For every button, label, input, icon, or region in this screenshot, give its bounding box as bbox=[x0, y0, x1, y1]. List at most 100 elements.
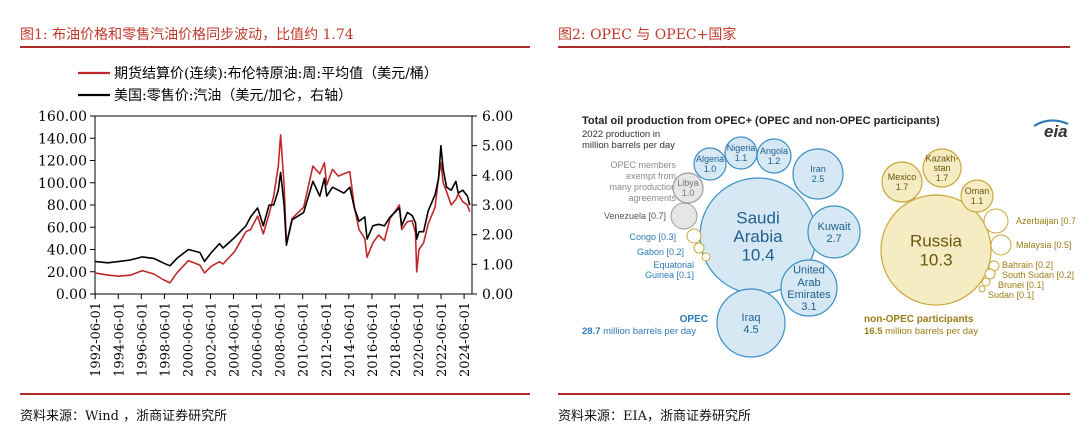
figure-1-title: 图1: 布油价格和零售汽油价格同步波动，比值约 1.74 bbox=[20, 27, 354, 43]
bubble-side-label: Gabon [0.2] bbox=[637, 247, 684, 257]
bubble-label: 1.7 bbox=[896, 182, 909, 192]
small-bubble bbox=[983, 208, 1009, 234]
exempt-note: OPEC members bbox=[610, 160, 676, 170]
x-axis-tick-label: 1994-06-01 bbox=[112, 302, 127, 377]
legend-gasoline-label: 美国:零售价:汽油（美元/加仑，右轴） bbox=[114, 88, 352, 104]
bubble-mexico bbox=[881, 161, 923, 203]
bubble-label: stan bbox=[933, 163, 950, 173]
x-axis-tick-label: 1996-06-01 bbox=[135, 302, 150, 377]
x-axis-tick-label: 2006-06-01 bbox=[251, 302, 266, 377]
x-axis-tick-label: 2008-06-01 bbox=[274, 302, 289, 377]
bubble-label: 1.0 bbox=[704, 164, 717, 174]
price-line-chart: 0.00 20.00 40.00 60.00 80.00 100.00 120.00 140.… bbox=[38, 65, 513, 377]
bubble-label: 1.0 bbox=[682, 188, 695, 198]
figure-1-bottom-rule bbox=[20, 393, 530, 395]
bubble-label: Oman bbox=[965, 186, 990, 196]
bubble-label: Saudi bbox=[736, 208, 779, 227]
figure-1-top-rule bbox=[20, 46, 530, 48]
x-axis-tick-label: 1998-06-01 bbox=[158, 302, 173, 377]
right-axis-tick-label: 3.00 bbox=[482, 198, 513, 214]
left-axis-tick-label: 160.00 bbox=[38, 109, 87, 125]
bubble-label: Arabia bbox=[733, 227, 783, 246]
non-opec-total-number: 16.5 bbox=[864, 326, 883, 337]
bubble-subtitle: million barrels per day bbox=[582, 140, 675, 151]
bubble-label: Kazakh- bbox=[925, 153, 958, 163]
x-axis-tick-label: 2010-06-01 bbox=[297, 302, 312, 377]
bubble-label: Iraq bbox=[742, 312, 761, 324]
bubble-side-label: Venezuela [0.7] bbox=[604, 211, 666, 221]
small-bubble bbox=[693, 242, 705, 254]
bubble-iraq bbox=[716, 288, 786, 358]
x-axis-tick-label: 1992-06-01 bbox=[89, 302, 104, 377]
bubble-label: 2.5 bbox=[812, 174, 825, 184]
non-opec-total-unit: million barrels per day bbox=[883, 326, 979, 337]
bubble-oman bbox=[960, 179, 994, 213]
x-axis-tick-label: 2024-06-01 bbox=[458, 302, 473, 377]
x-axis-tick-label: 2002-06-01 bbox=[204, 302, 219, 377]
right-axis-tick-label: 2.00 bbox=[482, 228, 513, 244]
bubble-kuwait bbox=[807, 205, 861, 259]
bubble-label: 10.4 bbox=[741, 246, 774, 265]
right-axis-tick-label: 0.00 bbox=[482, 287, 513, 303]
bubble-label: 4.5 bbox=[743, 324, 758, 336]
bubble-side-label: South Sudan [0.2] bbox=[1002, 270, 1074, 280]
bubble-label: 10.3 bbox=[919, 250, 952, 269]
bubble-label: 1.7 bbox=[936, 173, 949, 183]
bubble-side-label: Sudan [0.1] bbox=[988, 290, 1034, 300]
figure-1-panel: 图1: 布油价格和零售汽油价格同步波动，比值约 1.74 0.00 20.00 40… bbox=[20, 27, 530, 424]
bubble-label: 1.1 bbox=[735, 153, 748, 163]
bubble-label: Iran bbox=[810, 164, 826, 174]
left-axis-tick-label: 60.00 bbox=[47, 220, 87, 236]
eia-logo-swoosh bbox=[1033, 119, 1069, 127]
left-axis-tick-label: 100.00 bbox=[38, 176, 87, 192]
opec-total-unit: million barrels per day bbox=[601, 326, 697, 337]
brent-price-line bbox=[94, 134, 471, 284]
bubble-side-label: Azerbaijan [0.7] bbox=[1016, 216, 1076, 226]
bubble-side-label: Bahrain [0.2] bbox=[1002, 260, 1053, 270]
bubble-kazakh-stan bbox=[922, 148, 962, 188]
figure-2-title: 图2: OPEC 与 OPEC+国家 bbox=[558, 27, 737, 43]
legend-brent-label: 期货结算价(连续):布伦特原油:周:平均值（美元/桶） bbox=[114, 65, 438, 82]
figure-2-source: 资料来源：EIA，浙商证券研究所 bbox=[558, 409, 752, 424]
bubble-algeria bbox=[693, 147, 727, 181]
bubble-label: Algeria bbox=[696, 154, 724, 164]
x-axis-tick-label: 2000-06-01 bbox=[181, 302, 196, 377]
small-bubble bbox=[981, 277, 991, 287]
right-axis-tick-label: 4.00 bbox=[482, 168, 513, 184]
bubble-title: Total oil production from OPEC+ (OPEC an… bbox=[582, 115, 940, 127]
left-axis-tick-label: 0.00 bbox=[56, 287, 87, 303]
x-axis-tick-label: 2012-06-01 bbox=[320, 302, 335, 377]
small-bubble bbox=[978, 285, 986, 293]
bubble-label: Kuwait bbox=[817, 221, 850, 233]
bubble-label: Libya bbox=[677, 178, 699, 188]
x-axis-tick-label: 2022-06-01 bbox=[435, 302, 450, 377]
left-axis-tick-label: 80.00 bbox=[47, 198, 87, 214]
figure-2-panel: 图2: OPEC 与 OPEC+国家 Total oil production … bbox=[556, 0, 1080, 443]
x-axis-tick-label: 2020-06-01 bbox=[412, 302, 427, 377]
left-axis-tick-label: 140.00 bbox=[38, 131, 87, 147]
left-axis-tick-label: 40.00 bbox=[47, 243, 87, 259]
bubble-angola bbox=[756, 138, 792, 174]
bubble-label: Nigeria bbox=[727, 143, 756, 153]
bubble-side-label: Brunei [0.1] bbox=[998, 280, 1044, 290]
right-axis-tick-label: 6.00 bbox=[482, 109, 513, 125]
opec-total-value: 28.7 million barrels per day bbox=[582, 326, 696, 337]
opec-bubble-chart: Total oil production from OPEC+ (OPEC an… bbox=[582, 115, 1076, 358]
left-axis-tick-label: 20.00 bbox=[47, 265, 87, 281]
figure-2-bottom-rule bbox=[558, 393, 1070, 395]
exempt-note: many production bbox=[609, 182, 676, 192]
bubble-iran bbox=[792, 148, 844, 200]
bubble-label: Russia bbox=[910, 232, 963, 251]
bubble-label: Mexico bbox=[888, 172, 917, 182]
right-axis-tick-label: 1.00 bbox=[482, 257, 513, 273]
opec-total-number: 28.7 bbox=[582, 326, 601, 337]
bubble-label: United bbox=[793, 265, 825, 277]
bubble-label: Angola bbox=[760, 146, 788, 156]
x-axis-tick-label: 2004-06-01 bbox=[228, 302, 243, 377]
small-bubble bbox=[701, 252, 711, 262]
non-opec-total-value: 16.5 million barrels per day bbox=[864, 326, 978, 337]
bubble-side-label: Guinea [0.1] bbox=[645, 270, 694, 280]
small-bubble bbox=[990, 234, 1012, 256]
bubble-subtitle: 2022 production in bbox=[582, 129, 660, 140]
bubble-label: 2.7 bbox=[826, 233, 841, 245]
